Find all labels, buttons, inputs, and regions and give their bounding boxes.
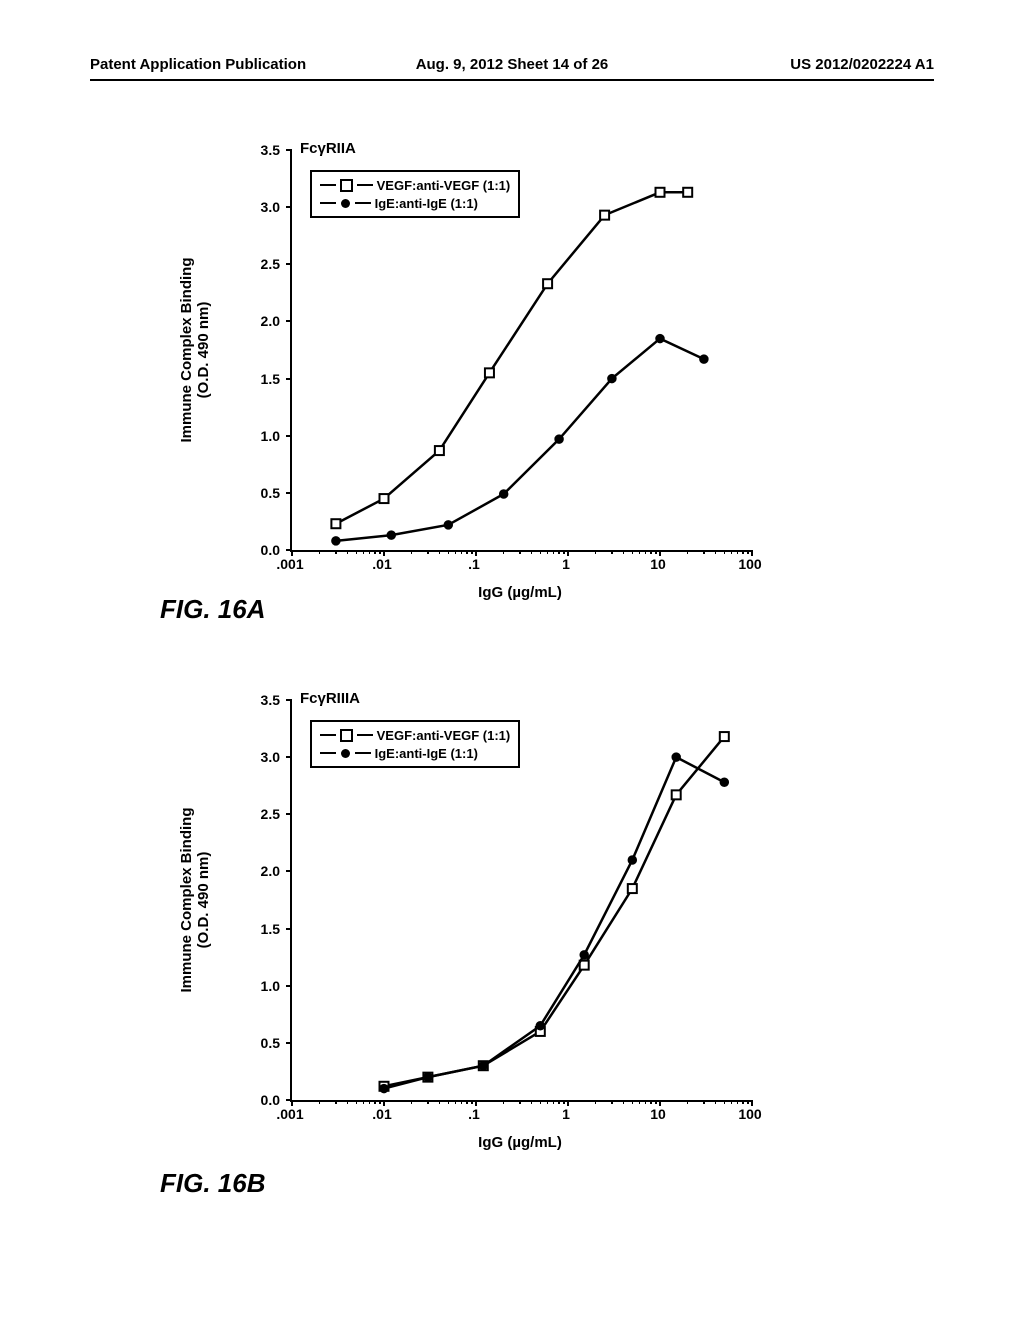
- header-left: Patent Application Publication: [90, 56, 371, 73]
- y-tick-label: 1.5: [240, 371, 280, 387]
- square-marker-icon: [340, 729, 353, 742]
- y-tick-label: 3.5: [240, 692, 280, 708]
- header-center: Aug. 9, 2012 Sheet 14 of 26: [371, 56, 652, 73]
- page-header: Patent Application Publication Aug. 9, 2…: [90, 56, 934, 81]
- legend-line-icon: [320, 202, 336, 204]
- x-tick-label: 10: [650, 1106, 666, 1122]
- x-tick-label: .01: [372, 1106, 391, 1122]
- legend-line-icon: [357, 734, 373, 736]
- legend-16b: VEGF:anti-VEGF (1:1) IgE:anti-IgE (1:1): [310, 720, 520, 768]
- legend-16a: VEGF:anti-VEGF (1:1) IgE:anti-IgE (1:1): [310, 170, 520, 218]
- y-tick-label: 1.0: [240, 978, 280, 994]
- x-tick-label: .001: [276, 556, 303, 572]
- legend-line-icon: [320, 734, 336, 736]
- legend-line-icon: [355, 752, 371, 754]
- y-tick-label: 0.5: [240, 485, 280, 501]
- square-marker-icon: [340, 179, 353, 192]
- y-axis-label-16b-line2: (O.D. 490 nm): [195, 852, 212, 949]
- y-axis-label-16a: Immune Complex Binding (O.D. 490 nm): [178, 257, 212, 442]
- legend-item-vegf-16a: VEGF:anti-VEGF (1:1): [320, 176, 510, 194]
- circle-marker-icon: [341, 749, 350, 758]
- figure-label-16b: FIG. 16B: [160, 1168, 265, 1199]
- y-axis-label-16a-line1: Immune Complex Binding: [178, 257, 195, 442]
- y-tick-label: 1.5: [240, 921, 280, 937]
- y-tick-label: 2.5: [240, 256, 280, 272]
- x-tick-label: 1: [562, 556, 570, 572]
- legend-line-icon: [320, 752, 336, 754]
- y-tick-label: 0.0: [240, 1092, 280, 1108]
- chart-16a: FcγRIIA Immune Complex Binding (O.D. 490…: [160, 130, 800, 610]
- y-axis-label-16b-line1: Immune Complex Binding: [178, 807, 195, 992]
- x-tick-label: .1: [468, 556, 480, 572]
- figure-16a: FcγRIIA Immune Complex Binding (O.D. 490…: [160, 130, 800, 610]
- y-tick-label: 0.5: [240, 1035, 280, 1051]
- y-tick-label: 3.0: [240, 749, 280, 765]
- legend-item-ige-16b: IgE:anti-IgE (1:1): [320, 744, 510, 762]
- x-tick-label: .001: [276, 1106, 303, 1122]
- y-tick-label: 2.5: [240, 806, 280, 822]
- chart-16b: FcγRIIIA Immune Complex Binding (O.D. 49…: [160, 680, 800, 1160]
- y-axis-label-16a-line2: (O.D. 490 nm): [195, 302, 212, 399]
- y-tick-label: 3.5: [240, 142, 280, 158]
- figure-16b: FcγRIIIA Immune Complex Binding (O.D. 49…: [160, 680, 800, 1160]
- legend-item-ige-16a: IgE:anti-IgE (1:1): [320, 194, 510, 212]
- x-tick-label: 100: [738, 556, 761, 572]
- x-axis-label-16b: IgG (µg/mL): [478, 1134, 562, 1151]
- y-tick-label: 0.0: [240, 542, 280, 558]
- x-tick-label: 10: [650, 556, 666, 572]
- legend-line-icon: [357, 184, 373, 186]
- legend-label-vegf: VEGF:anti-VEGF (1:1): [377, 728, 511, 743]
- y-tick-label: 1.0: [240, 428, 280, 444]
- y-tick-label: 2.0: [240, 313, 280, 329]
- y-axis-label-16b: Immune Complex Binding (O.D. 490 nm): [178, 807, 212, 992]
- legend-label-vegf: VEGF:anti-VEGF (1:1): [377, 178, 511, 193]
- x-axis-label-16a: IgG (µg/mL): [478, 584, 562, 601]
- figure-label-16a: FIG. 16A: [160, 594, 265, 625]
- x-tick-label: .1: [468, 1106, 480, 1122]
- legend-item-vegf-16b: VEGF:anti-VEGF (1:1): [320, 726, 510, 744]
- legend-line-icon: [320, 184, 336, 186]
- x-tick-label: .01: [372, 556, 391, 572]
- legend-label-ige: IgE:anti-IgE (1:1): [375, 746, 478, 761]
- circle-marker-icon: [341, 199, 350, 208]
- legend-line-icon: [355, 202, 371, 204]
- header-right: US 2012/0202224 A1: [653, 56, 934, 73]
- x-tick-label: 1: [562, 1106, 570, 1122]
- legend-label-ige: IgE:anti-IgE (1:1): [375, 196, 478, 211]
- y-tick-label: 3.0: [240, 199, 280, 215]
- x-tick-label: 100: [738, 1106, 761, 1122]
- y-tick-label: 2.0: [240, 863, 280, 879]
